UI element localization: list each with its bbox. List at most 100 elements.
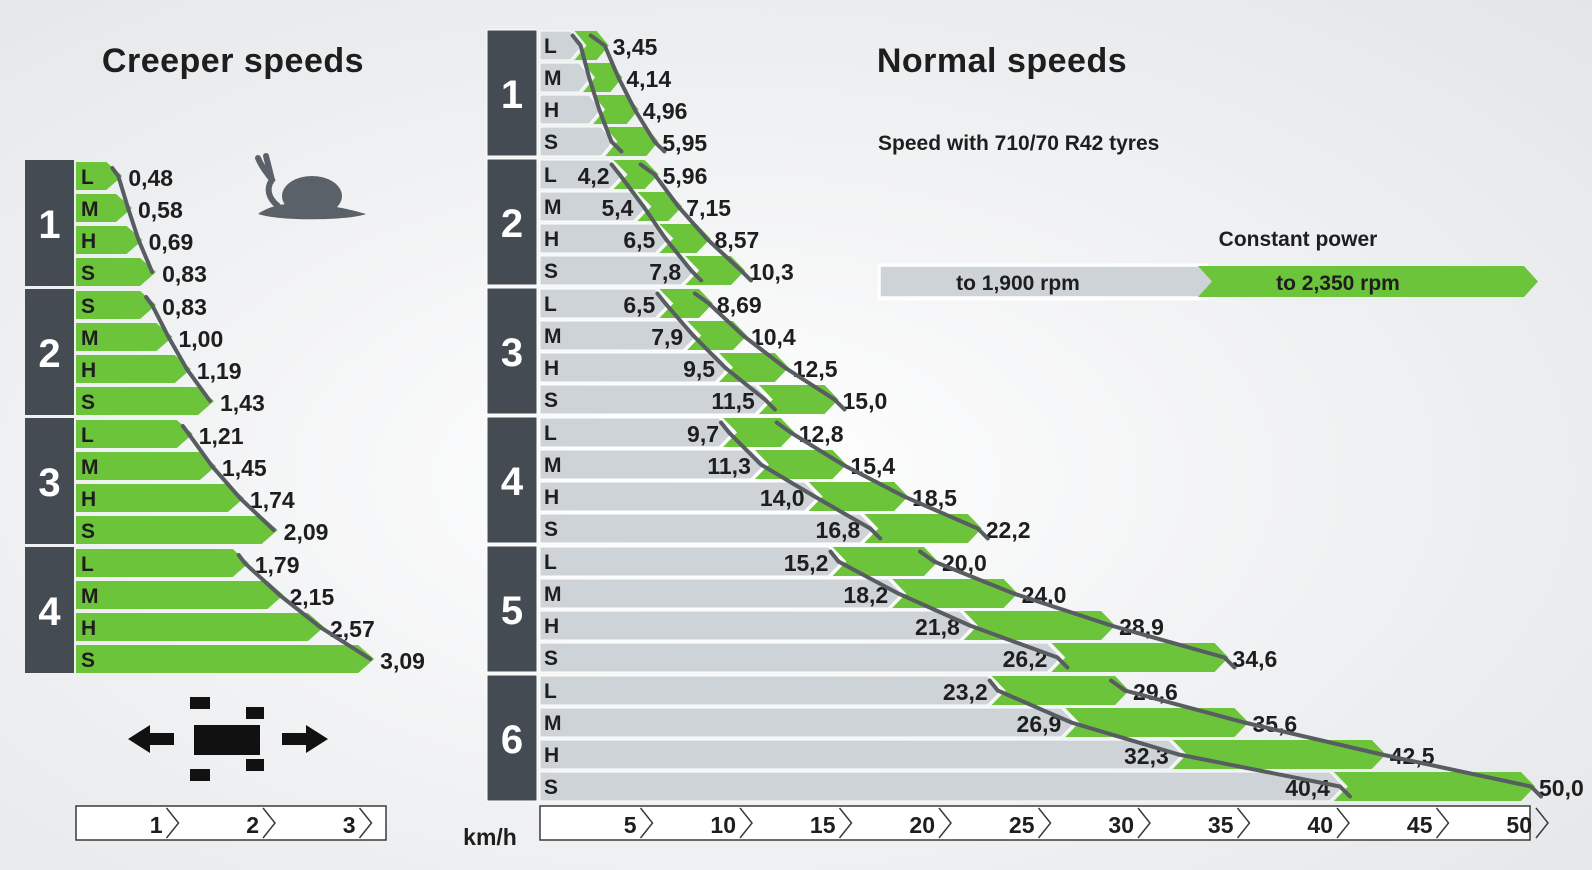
normal-grey-bar [539,159,625,190]
normal-green-bar [963,611,1116,640]
normal-range-label: S [544,518,558,541]
creeper-group-curve [236,553,373,661]
creeper-value-label: 1,74 [250,487,295,513]
normal-green-bar [892,579,1018,608]
creeper-bar [76,194,132,222]
creeper-group-block [25,418,74,544]
creeper-value-label: 1,00 [179,326,224,352]
normal-grey-bar [539,255,696,286]
normal-tick-label: 10 [710,812,736,838]
normal-grey-bar [539,675,1003,706]
creeper-value-label: 2,09 [284,519,329,545]
forward-arrow-icon [282,725,328,753]
normal-grey-bar [539,417,734,448]
normal-grey-bar [539,513,876,544]
creeper-group-block [25,547,74,673]
normal-grey-bar [539,62,592,93]
normal-grey-bar [539,223,671,254]
normal-grey-bar [539,707,1077,738]
normal-range-label: L [544,164,557,187]
normal-axis-chevron [838,807,853,839]
creeper-axis-chevron [262,807,276,839]
creeper-value-label: 1,19 [197,358,242,384]
normal-axis-chevron [1236,807,1251,839]
normal-low-value: 6,5 [623,227,655,253]
normal-grey-bar [539,352,730,383]
normal-range-label: H [544,357,559,380]
creeper-group-block [25,289,74,415]
normal-group-block [486,545,538,673]
normal-low-value: 6,5 [623,292,655,318]
legend-swatch-green [1198,266,1538,297]
creeper-tick-label: 3 [343,812,356,838]
normal-grey-bar [539,30,584,61]
creeper-axis-box [75,805,387,841]
creeper-bar [76,226,143,254]
creeper-value-label: 0,58 [138,197,183,223]
normal-group-label: 4 [501,460,524,504]
creeper-value-label: 3,09 [380,648,425,674]
normal-high-value: 3,45 [613,34,658,60]
creeper-value-label: 2,15 [289,584,334,610]
normal-low-curve [609,162,704,283]
normal-low-value: 9,7 [687,421,719,447]
creeper-group-curve [110,166,155,274]
normal-green-bar [593,95,639,124]
normal-green-bar [1065,708,1249,737]
normal-green-bar [1051,643,1229,672]
creeper-tick-label: 1 [150,812,163,838]
creeper-range-label: L [81,166,94,189]
normal-high-value: 15,0 [843,388,888,414]
normal-green-bar [1333,772,1535,801]
creeper-range-label: S [81,391,95,414]
normal-axis-chevron [1137,807,1151,839]
normal-group-block [486,674,538,802]
normal-axis-chevron [1435,807,1450,839]
normal-range-label: M [544,712,562,735]
legend-label-green: to 2,350 rpm [1276,272,1400,295]
creeper-bar [76,484,244,512]
legend-label-grey: to 1,900 rpm [956,272,1080,295]
normal-high-value: 15,4 [850,453,895,479]
normal-low-curve [655,291,777,412]
normal-low-value: 11,3 [707,453,751,479]
creeper-bar [76,355,191,383]
normal-range-label: H [544,228,559,251]
normal-range-label: S [544,389,558,412]
normal-tick-label: 25 [1009,812,1035,838]
normal-grey-bar [539,739,1184,770]
normal-tick-label: 5 [624,812,637,838]
normal-green-bar [758,385,839,414]
creeper-tick-label: 2 [246,812,259,838]
creeper-range-label: H [81,230,96,253]
normal-high-value: 50,0 [1539,775,1584,801]
normal-grey-bar [539,449,766,480]
normal-tick-label: 40 [1307,812,1333,838]
normal-group-label: 3 [501,331,523,375]
normal-low-value: 9,5 [683,356,715,382]
tractor-forward-reverse-icon [128,697,328,781]
snail-shell [282,176,342,216]
normal-group-label: 6 [501,718,523,762]
creeper-range-label: M [81,198,99,221]
normal-range-label: H [544,615,559,638]
normal-grey-bar [539,546,844,577]
normal-high-value: 10,3 [749,259,794,285]
normal-high-value: 22,2 [986,517,1031,543]
creeper-bar [76,323,173,351]
normal-group-label: 5 [501,589,523,633]
x-axis-unit: km/h [463,824,517,850]
normal-low-value: 5,4 [601,195,633,221]
creeper-value-label: 0,83 [162,261,207,287]
creeper-group-label: 4 [38,590,61,634]
normal-low-value: 7,8 [649,259,681,285]
normal-grey-bar [539,320,698,351]
normal-range-label: H [544,744,559,767]
normal-green-bar [864,514,982,543]
creeper-group-curve [180,424,276,532]
creeper-bar [76,645,375,673]
creeper-bar [76,387,214,415]
creeper-range-label: S [81,649,95,672]
creeper-range-label: L [81,424,94,447]
